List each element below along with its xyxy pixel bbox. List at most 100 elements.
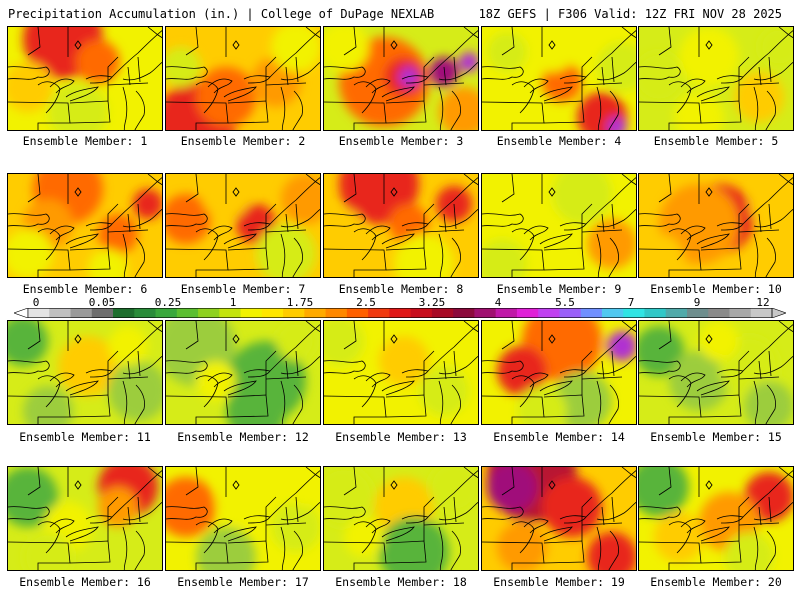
colorbar-swatch	[729, 308, 752, 318]
map-line	[611, 350, 615, 377]
map-line	[758, 66, 762, 86]
member-caption: Ensemble Member: 13	[335, 430, 467, 444]
map-line	[758, 213, 762, 233]
map-line	[223, 526, 257, 542]
ensemble-member-map	[481, 26, 637, 131]
map-line	[385, 247, 427, 271]
map-line	[280, 233, 286, 277]
map-line	[482, 213, 524, 227]
ensemble-member-map	[7, 466, 163, 571]
colorbar-tick-label: 2.5	[356, 296, 376, 309]
map-line	[639, 506, 681, 520]
map-line	[753, 380, 759, 424]
colorbar-swatch	[176, 308, 199, 318]
map-line	[621, 27, 636, 39]
map-line	[27, 174, 41, 203]
diamond-marker-icon	[390, 334, 398, 344]
map-line	[122, 501, 162, 521]
colorbar-tick-label: 0.05	[88, 296, 116, 309]
map-line	[511, 375, 535, 408]
member-caption: Ensemble Member: 12	[177, 430, 309, 444]
map-line	[185, 174, 199, 203]
map-line	[265, 496, 277, 541]
map-line	[501, 174, 515, 203]
map-line	[523, 518, 549, 534]
colorbar-swatch	[49, 308, 72, 318]
map-line	[753, 526, 759, 570]
colorbar-swatch	[113, 308, 135, 318]
colorbar-swatch	[261, 308, 284, 318]
precip-blob	[196, 361, 236, 401]
map-line	[768, 56, 772, 83]
precip-field	[324, 467, 478, 570]
map-line	[305, 27, 320, 39]
map-line	[49, 518, 75, 534]
precip-blob	[497, 522, 547, 570]
map-line	[621, 467, 636, 479]
map-line	[581, 522, 623, 526]
map-line	[601, 66, 605, 86]
colorbar-swatch	[559, 308, 582, 318]
map-line	[122, 61, 162, 81]
map-line	[581, 496, 593, 541]
map-outlines	[482, 467, 636, 570]
map-line	[742, 324, 793, 372]
member-caption: Ensemble Member: 2	[180, 134, 306, 148]
map-line	[482, 360, 524, 374]
map-line	[65, 526, 99, 542]
member-caption: Ensemble Member: 1	[22, 134, 148, 148]
map-line	[280, 86, 286, 130]
map-line	[658, 27, 672, 56]
map-line	[423, 229, 465, 233]
map-line	[134, 237, 145, 277]
precip-field	[487, 27, 636, 130]
map-line	[738, 203, 750, 248]
map-line	[680, 78, 706, 94]
member-caption: Ensemble Member: 20	[650, 575, 782, 589]
precip-blob	[133, 189, 162, 219]
map-line	[427, 324, 478, 372]
map-line	[265, 522, 307, 526]
diamond-marker-icon	[74, 40, 82, 50]
precip-blob	[607, 331, 636, 361]
map-line	[295, 496, 299, 523]
map-line	[581, 350, 593, 395]
precip-field	[639, 184, 789, 277]
map-line	[185, 467, 199, 496]
member-caption: Ensemble Member: 15	[650, 430, 782, 444]
precip-blob	[98, 487, 138, 527]
map-line	[365, 225, 391, 241]
precip-blob	[58, 336, 118, 396]
map-line	[608, 384, 619, 424]
colorbar-tick-label: 5.5	[555, 296, 575, 309]
map-line	[365, 518, 391, 534]
map-line	[438, 61, 478, 81]
map-line	[463, 174, 478, 186]
map-line	[596, 526, 602, 570]
map-line	[365, 78, 391, 94]
map-line	[8, 213, 50, 227]
map-line	[601, 506, 605, 526]
map-line	[111, 30, 162, 78]
map-line	[639, 66, 681, 80]
map-line	[292, 530, 303, 570]
ensemble-member-map	[165, 466, 321, 571]
map-line	[438, 86, 444, 130]
map-line	[69, 540, 111, 564]
map-outlines	[8, 27, 162, 130]
map-line	[280, 501, 320, 521]
colorbar-swatch	[601, 308, 624, 318]
precip-blob	[639, 234, 684, 277]
precip-blob	[8, 467, 58, 527]
member-caption: Ensemble Member: 9	[496, 282, 622, 296]
map-line	[185, 27, 199, 56]
precip-blob	[759, 27, 793, 67]
map-line	[134, 384, 145, 424]
map-line	[523, 372, 549, 388]
map-outlines	[166, 174, 320, 277]
map-line	[122, 86, 128, 130]
map-line	[501, 467, 515, 496]
precip-blob	[196, 67, 256, 127]
colorbar-outline	[27, 308, 773, 318]
diamond-marker-icon	[232, 40, 240, 50]
